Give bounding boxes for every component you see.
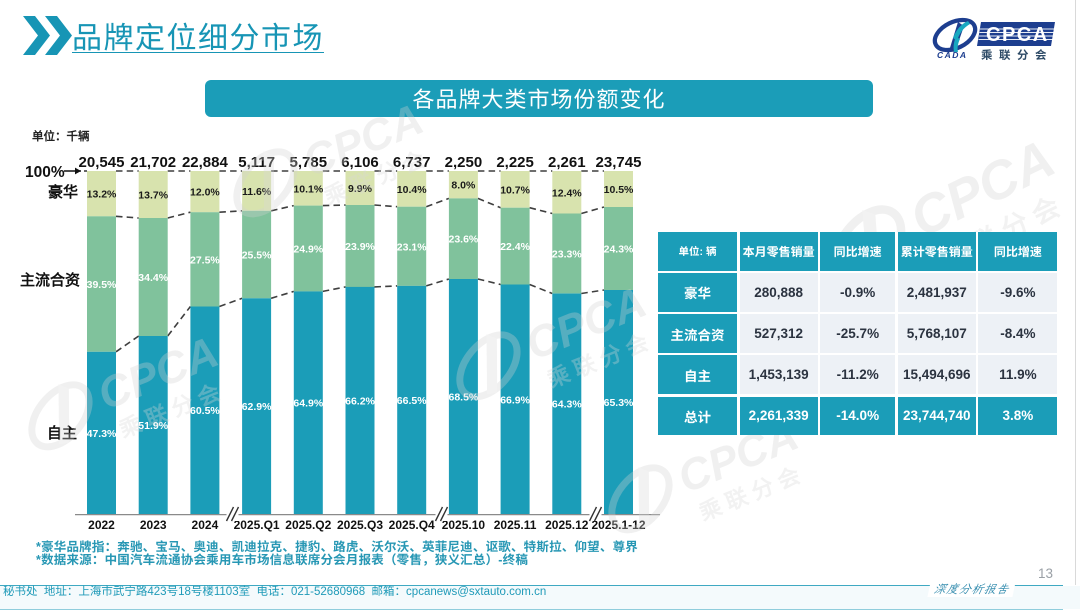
svg-text:47.3%: 47.3% — [87, 428, 117, 440]
svg-text:27.5%: 27.5% — [190, 254, 220, 266]
svg-text:CADA: CADA — [937, 50, 968, 60]
svg-text:豪华: 豪华 — [48, 183, 78, 201]
svg-text:2,225: 2,225 — [496, 154, 534, 171]
svg-text:100%: 100% — [25, 164, 65, 181]
svg-text:62.9%: 62.9% — [242, 401, 272, 413]
svg-text:2022: 2022 — [88, 518, 115, 532]
svg-text:2,250: 2,250 — [445, 154, 483, 171]
svg-text:65.3%: 65.3% — [604, 397, 634, 409]
svg-text:21,702: 21,702 — [130, 154, 176, 171]
svg-text:34.4%: 34.4% — [138, 272, 168, 284]
svg-text:23.6%: 23.6% — [449, 234, 479, 246]
svg-text:2025.1-12: 2025.1-12 — [591, 518, 645, 532]
svg-text:13.2%: 13.2% — [87, 189, 117, 201]
svg-text:23,745: 23,745 — [596, 154, 642, 171]
svg-text:22,884: 22,884 — [182, 154, 229, 171]
svg-text:2025.Q2: 2025.Q2 — [285, 518, 331, 532]
svg-text:51.9%: 51.9% — [138, 420, 168, 432]
svg-text:23.1%: 23.1% — [397, 241, 427, 253]
svg-text:2023: 2023 — [140, 518, 167, 532]
svg-text:22.4%: 22.4% — [500, 241, 530, 253]
svg-text:39.5%: 39.5% — [87, 279, 117, 291]
svg-text:64.9%: 64.9% — [293, 398, 323, 410]
svg-text:66.2%: 66.2% — [345, 396, 375, 408]
svg-text:12.4%: 12.4% — [552, 187, 582, 199]
svg-text:68.5%: 68.5% — [449, 392, 479, 404]
svg-text:2025.12: 2025.12 — [545, 518, 589, 532]
svg-text:23.3%: 23.3% — [552, 249, 582, 261]
svg-text:主流合资: 主流合资 — [20, 271, 80, 289]
svg-text:乘联分会: 乘联分会 — [981, 47, 1053, 62]
svg-text:24.3%: 24.3% — [604, 244, 634, 256]
svg-text:5,117: 5,117 — [238, 154, 275, 171]
svg-text:10.7%: 10.7% — [500, 184, 530, 196]
svg-text:2025.Q4: 2025.Q4 — [389, 518, 435, 532]
svg-text:10.1%: 10.1% — [293, 183, 323, 195]
svg-text:2025.Q1: 2025.Q1 — [234, 518, 280, 532]
svg-text:5,785: 5,785 — [290, 154, 328, 171]
svg-text:11.6%: 11.6% — [242, 186, 272, 198]
svg-text:CPCA: CPCA — [986, 24, 1049, 46]
svg-text:9.9%: 9.9% — [348, 183, 373, 195]
svg-text:12.0%: 12.0% — [190, 187, 220, 199]
svg-text:单位：千辆: 单位：千辆 — [32, 129, 90, 143]
svg-text:66.9%: 66.9% — [500, 394, 530, 406]
svg-text:2024: 2024 — [192, 518, 219, 532]
svg-text:2025.10: 2025.10 — [442, 518, 486, 532]
svg-text:6,106: 6,106 — [341, 154, 379, 171]
svg-text:64.3%: 64.3% — [552, 399, 582, 411]
svg-text:自主: 自主 — [47, 424, 77, 442]
svg-text:66.5%: 66.5% — [397, 395, 427, 407]
svg-text:2,261: 2,261 — [548, 154, 586, 171]
svg-text:23.9%: 23.9% — [345, 241, 375, 253]
svg-text:20,545: 20,545 — [79, 154, 125, 171]
svg-text:25.5%: 25.5% — [242, 250, 272, 262]
svg-text:10.5%: 10.5% — [604, 184, 634, 196]
svg-text:10.4%: 10.4% — [397, 184, 427, 196]
svg-text:24.9%: 24.9% — [293, 244, 323, 256]
svg-text:8.0%: 8.0% — [451, 180, 476, 192]
svg-text:13.7%: 13.7% — [138, 190, 168, 202]
svg-text:6,737: 6,737 — [393, 154, 431, 171]
svg-text:2025.11: 2025.11 — [494, 518, 537, 532]
svg-text:60.5%: 60.5% — [190, 405, 220, 417]
svg-text:2025.Q3: 2025.Q3 — [337, 518, 383, 532]
